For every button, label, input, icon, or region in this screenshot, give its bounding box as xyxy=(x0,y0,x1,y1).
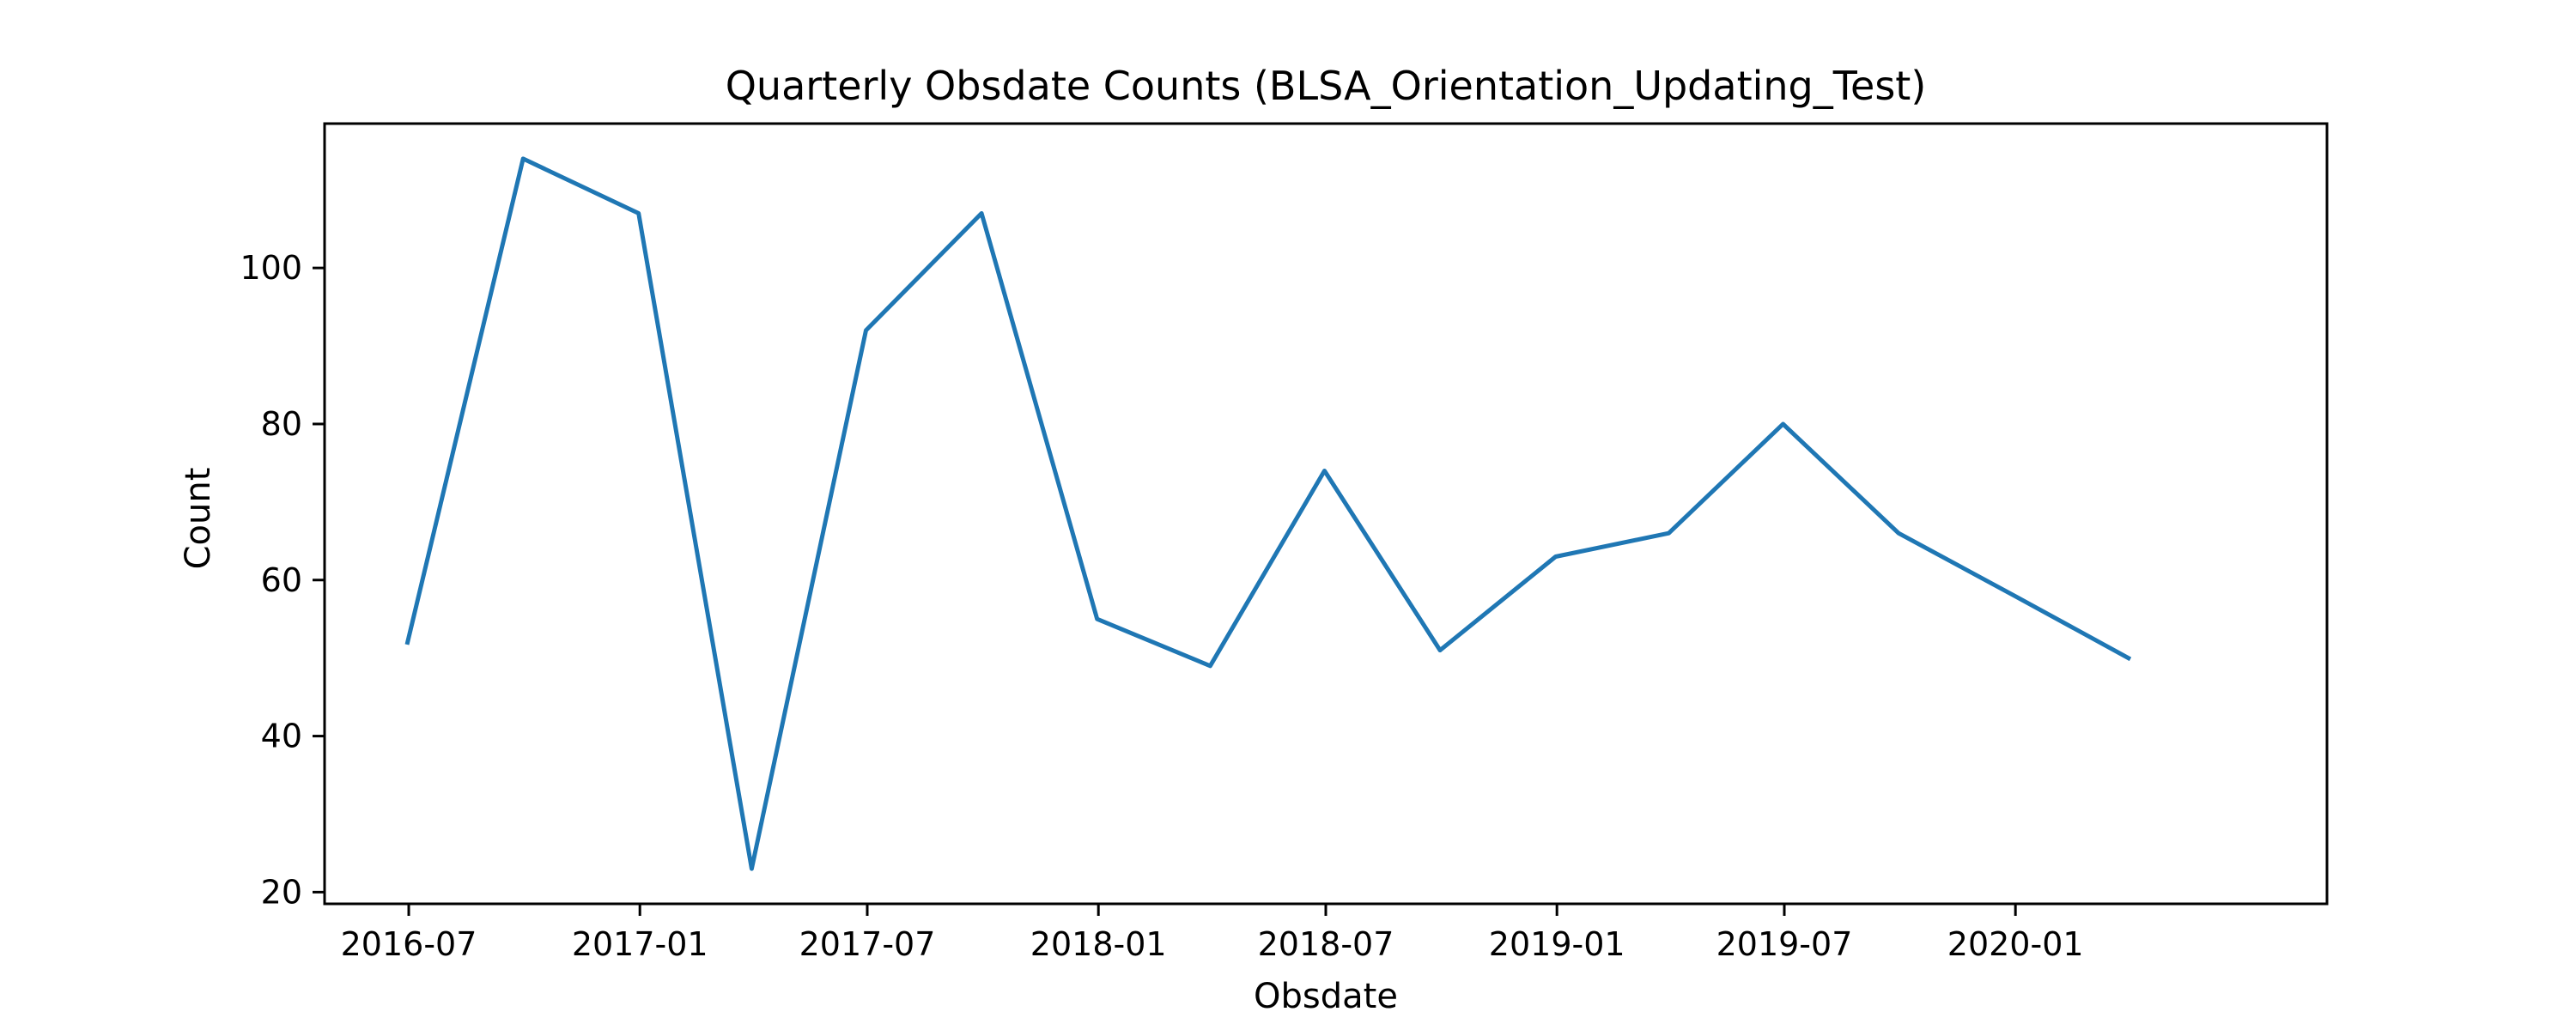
data-point xyxy=(522,158,524,160)
y-axis-label: Count xyxy=(179,468,218,570)
y-tick-label: 60 xyxy=(261,561,302,599)
data-point xyxy=(1555,555,1557,557)
data-point xyxy=(1324,470,1326,472)
data-point xyxy=(866,330,867,331)
x-tick-label: 2017-07 xyxy=(799,925,936,963)
y-tick-label: 80 xyxy=(261,405,302,443)
chart-title: Quarterly Obsdate Counts (BLSA_Orientati… xyxy=(726,63,1927,109)
x-tick-label: 2019-07 xyxy=(1716,925,1853,963)
data-point xyxy=(1439,650,1441,651)
series-layer xyxy=(404,156,2132,871)
data-point xyxy=(1898,532,1899,534)
data-point xyxy=(407,641,409,643)
x-tick-label: 2017-01 xyxy=(572,925,708,963)
y-tick-label: 20 xyxy=(261,873,302,911)
x-tick-label: 2018-07 xyxy=(1258,925,1394,963)
data-point xyxy=(750,868,752,869)
y-axis-ticks: 20 40 60 80 100 xyxy=(240,249,325,911)
x-tick-label: 2016-07 xyxy=(341,925,477,963)
y-tick-label: 40 xyxy=(261,718,302,755)
series-line xyxy=(404,156,2132,871)
data-point xyxy=(1783,423,1784,425)
x-tick-label: 2020-01 xyxy=(1947,925,2084,963)
data-point xyxy=(1209,665,1211,667)
data-point xyxy=(1668,532,1669,534)
x-axis-label: Obsdate xyxy=(1254,977,1398,1016)
x-axis-ticks: 2016-07 2017-01 2017-07 2018-01 2018-07 2019-… xyxy=(341,904,2084,963)
y-tick-label: 100 xyxy=(240,249,302,287)
data-point xyxy=(2014,595,2015,597)
x-tick-label: 2018-01 xyxy=(1030,925,1167,963)
data-point xyxy=(638,213,640,215)
data-point xyxy=(981,213,982,215)
x-tick-label: 2019-01 xyxy=(1489,925,1625,963)
data-point xyxy=(1097,618,1098,620)
data-point xyxy=(2128,657,2129,659)
